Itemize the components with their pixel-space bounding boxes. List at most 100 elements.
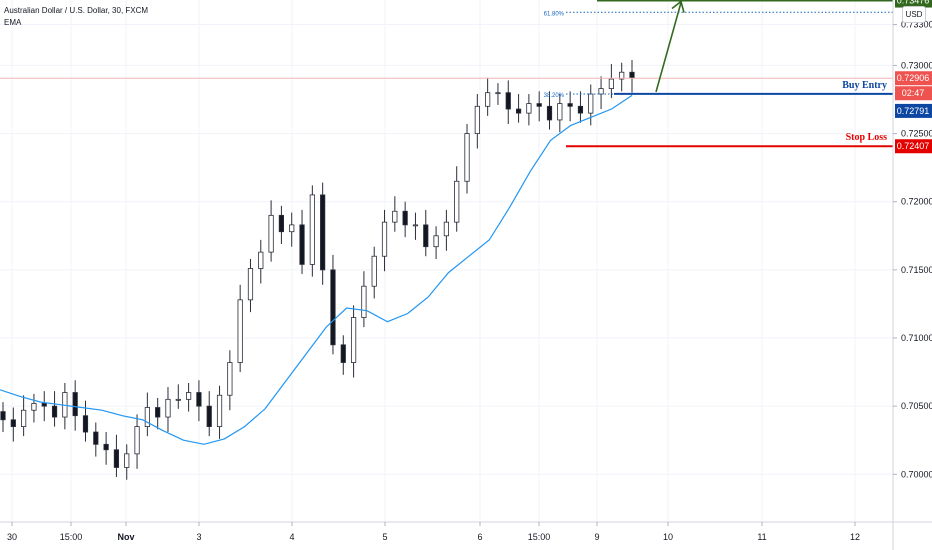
candle-body <box>258 251 264 269</box>
candle-body <box>31 403 37 411</box>
candle-body <box>619 71 625 80</box>
candle-body <box>608 78 614 89</box>
candle-body <box>93 431 99 445</box>
buy-entry-text: Buy Entry <box>842 80 887 91</box>
plot-area[interactable] <box>0 0 893 522</box>
candle-body <box>330 269 336 346</box>
time-axis[interactable]: 30 15:00 Nov 3 4 5 6 15:00 9 10 11 12 <box>7 522 860 542</box>
ema-line <box>0 94 633 445</box>
stop-loss-price-label: 0.72407 <box>897 141 930 151</box>
candle-body <box>51 405 58 418</box>
countdown-label: 02:47 <box>902 88 925 98</box>
take-profit-price-label-bg <box>895 0 932 8</box>
take-profit-price-label: 0.73476 <box>897 0 930 6</box>
last-price-label: 0.72906 <box>897 73 930 83</box>
candle-body <box>412 224 419 227</box>
candle-body <box>464 133 470 182</box>
grid-lines <box>0 0 893 522</box>
candle-body <box>454 180 460 223</box>
candle-body <box>536 103 542 107</box>
candle-body <box>557 103 563 121</box>
candle-body <box>237 299 243 363</box>
candle-body <box>309 194 315 265</box>
candle-body <box>423 224 429 248</box>
candle-body <box>82 415 89 433</box>
stop-loss-text: Stop Loss <box>846 132 888 143</box>
candle-body <box>113 449 120 468</box>
candle-body <box>350 317 357 363</box>
last-price-label-bg <box>895 71 932 86</box>
price-tick-label: 0.70000 <box>901 469 932 479</box>
candle-body <box>577 105 584 114</box>
candle-body <box>361 285 367 318</box>
candle-body <box>505 92 511 110</box>
candle-body <box>299 224 305 265</box>
candle-body <box>402 210 408 226</box>
fib-618-label: 61.80% <box>544 11 565 17</box>
candle-body <box>278 214 285 233</box>
time-tick-label: 10 <box>663 532 673 542</box>
price-tick-label: 0.73000 <box>901 60 932 70</box>
candle-body <box>289 224 295 233</box>
candle-body <box>340 344 346 363</box>
price-tick-label: 0.71000 <box>901 333 932 343</box>
candle-body <box>144 407 150 427</box>
price-tick-label: 0.70500 <box>901 401 932 411</box>
candle-body <box>134 426 140 455</box>
price-labels: 0.73476 0.72906 02:47 0.72791 0.72407 <box>895 0 932 154</box>
candle-body <box>41 403 47 407</box>
candle-body <box>474 105 480 134</box>
stop-loss-price-label-bg <box>895 139 932 154</box>
time-tick-label: 15:00 <box>528 532 551 542</box>
candle-body <box>546 105 553 121</box>
candle-body <box>175 398 181 401</box>
price-tick-label: 0.72000 <box>901 197 932 207</box>
candle-body <box>216 394 223 427</box>
candle-body <box>268 214 274 253</box>
candle-body <box>72 392 78 417</box>
candle-body <box>443 221 449 237</box>
time-tick-label: 3 <box>196 532 201 542</box>
indicator-ema-label[interactable]: EMA <box>4 18 22 27</box>
candle-body <box>155 407 161 418</box>
buy-entry-price-label-bg <box>895 103 932 118</box>
time-tick-label: 30 <box>7 532 17 542</box>
candle-body <box>247 268 254 301</box>
candle-body <box>526 103 532 114</box>
time-tick-label: 4 <box>289 532 294 542</box>
time-tick-label: 9 <box>594 532 599 542</box>
candle-body <box>10 419 16 427</box>
candle-body <box>124 453 130 468</box>
candle-body <box>196 392 202 407</box>
candle-body <box>103 443 109 451</box>
candle-body <box>165 398 171 418</box>
time-tick-label: 15:00 <box>60 532 83 542</box>
fib-382-label: 38.20% <box>544 93 565 99</box>
candle-body <box>21 409 27 427</box>
symbol-title: Australian Dollar / U.S. Dollar, 30, FXC… <box>4 6 149 15</box>
candle-body <box>371 255 377 287</box>
candle-body <box>206 405 212 427</box>
candle-body <box>485 92 491 107</box>
target-arrow <box>655 2 682 93</box>
price-tick-label: 0.72500 <box>901 129 932 139</box>
price-axis[interactable]: 0.73300 0.73000 0.72500 0.72000 0.71500 0.710… <box>893 20 932 480</box>
time-tick-label: 11 <box>757 532 766 542</box>
candle-body <box>598 88 604 95</box>
candle-body <box>227 362 233 396</box>
candle-body <box>381 221 388 257</box>
buy-entry-price-label: 0.72791 <box>897 106 930 116</box>
candles <box>0 59 635 480</box>
time-tick-label: Nov <box>117 532 134 542</box>
time-tick-label: 6 <box>477 532 482 542</box>
currency-button[interactable]: USD <box>902 6 926 23</box>
price-tick-label: 0.71500 <box>901 265 932 275</box>
time-tick-label: 12 <box>850 532 860 542</box>
time-tick-label: 5 <box>382 532 387 542</box>
candle-body <box>495 92 501 95</box>
target-arrow-head <box>671 0 685 13</box>
candle-body <box>567 103 573 107</box>
candle-body <box>392 210 398 223</box>
